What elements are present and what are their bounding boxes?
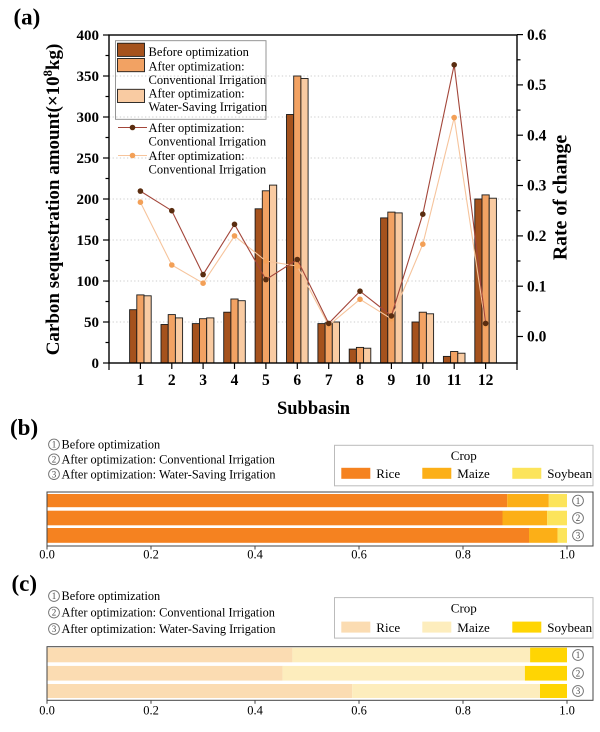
svg-text:Before optimization: Before optimization [62, 589, 161, 603]
svg-text:3: 3 [576, 686, 581, 696]
svg-text:300: 300 [77, 110, 100, 126]
svg-text:0.6: 0.6 [527, 27, 547, 44]
svg-text:2: 2 [576, 668, 581, 678]
svg-text:1: 1 [52, 591, 57, 601]
svg-text:After optimization:: After optimization: [149, 86, 245, 100]
svg-text:400: 400 [77, 28, 100, 44]
svg-text:0.4: 0.4 [247, 548, 263, 562]
svg-text:7: 7 [325, 372, 333, 389]
svg-text:2: 2 [576, 513, 581, 523]
svg-text:12: 12 [478, 372, 494, 389]
svg-text:(c): (c) [12, 571, 38, 596]
svg-text:After optimization:: After optimization: [149, 121, 245, 135]
svg-text:Carbon sequestration amount(×1: Carbon sequestration amount(×108kg) [41, 44, 64, 356]
svg-text:Maize: Maize [457, 466, 490, 481]
svg-text:3: 3 [199, 372, 207, 389]
svg-text:1: 1 [137, 372, 145, 389]
svg-text:2: 2 [52, 454, 57, 464]
svg-text:0: 0 [92, 356, 100, 372]
svg-text:150: 150 [77, 233, 100, 249]
svg-text:0.8: 0.8 [455, 704, 471, 718]
svg-text:Crop: Crop [451, 448, 477, 463]
svg-text:1.0: 1.0 [559, 704, 575, 718]
svg-text:Rice: Rice [376, 620, 400, 635]
svg-text:Water-Saving Irrigation: Water-Saving Irrigation [149, 100, 268, 114]
svg-text:Conventional Irrigation: Conventional Irrigation [149, 134, 267, 148]
svg-text:(b): (b) [10, 415, 38, 440]
svg-text:11: 11 [447, 372, 462, 389]
svg-text:1.0: 1.0 [559, 548, 575, 562]
svg-text:Rice: Rice [376, 466, 400, 481]
svg-text:0.0: 0.0 [39, 704, 55, 718]
svg-text:0.0: 0.0 [527, 329, 547, 346]
svg-text:0.1: 0.1 [527, 278, 546, 295]
svg-text:After optimization: Convention: After optimization: Conventional Irrigat… [62, 606, 275, 620]
svg-text:Before optimization: Before optimization [62, 438, 161, 452]
svg-text:4: 4 [231, 372, 239, 389]
svg-text:1: 1 [576, 496, 581, 506]
svg-text:3: 3 [52, 624, 57, 634]
svg-text:0.3: 0.3 [527, 178, 547, 195]
svg-text:0.4: 0.4 [527, 127, 547, 144]
svg-text:0.6: 0.6 [351, 704, 367, 718]
svg-text:After optimization: Water-Savi: After optimization: Water-Saving Irrigat… [62, 467, 276, 481]
svg-text:3: 3 [576, 531, 581, 541]
svg-text:After optimization: Water-Savi: After optimization: Water-Saving Irrigat… [62, 622, 276, 636]
svg-text:8: 8 [356, 372, 364, 389]
svg-text:2: 2 [168, 372, 176, 389]
svg-text:5: 5 [262, 372, 270, 389]
svg-text:250: 250 [77, 151, 100, 167]
svg-text:6: 6 [293, 372, 301, 389]
svg-text:(a): (a) [14, 5, 41, 30]
svg-text:0.8: 0.8 [455, 548, 471, 562]
svg-text:0.2: 0.2 [143, 548, 159, 562]
svg-text:Before optimization: Before optimization [149, 45, 250, 59]
svg-text:0.5: 0.5 [527, 77, 547, 94]
svg-text:3: 3 [52, 469, 57, 479]
svg-text:Conventional Irrigation: Conventional Irrigation [149, 162, 267, 176]
svg-text:Soybean: Soybean [547, 620, 592, 635]
svg-text:Conventional Irrigation: Conventional Irrigation [149, 73, 267, 87]
svg-text:1: 1 [52, 440, 57, 450]
svg-text:0.6: 0.6 [351, 548, 367, 562]
svg-text:10: 10 [415, 372, 431, 389]
svg-text:2: 2 [52, 608, 57, 618]
svg-text:Maize: Maize [457, 620, 490, 635]
svg-text:After optimization:: After optimization: [149, 149, 245, 163]
svg-text:350: 350 [77, 69, 100, 85]
svg-text:200: 200 [77, 192, 100, 208]
svg-text:0.0: 0.0 [39, 548, 55, 562]
svg-text:Crop: Crop [451, 600, 477, 615]
svg-text:100: 100 [77, 274, 100, 290]
svg-text:0.2: 0.2 [143, 704, 159, 718]
svg-text:After optimization: Convention: After optimization: Conventional Irrigat… [62, 453, 275, 467]
svg-text:50: 50 [84, 315, 99, 331]
svg-text:1: 1 [576, 650, 581, 660]
svg-text:After optimization:: After optimization: [149, 59, 245, 73]
svg-text:Subbasin: Subbasin [277, 399, 351, 419]
svg-text:Soybean: Soybean [547, 466, 592, 481]
svg-text:Rate of change: Rate of change [550, 135, 572, 260]
svg-text:0.4: 0.4 [247, 704, 263, 718]
svg-text:0.2: 0.2 [527, 228, 547, 245]
svg-text:9: 9 [388, 372, 396, 389]
